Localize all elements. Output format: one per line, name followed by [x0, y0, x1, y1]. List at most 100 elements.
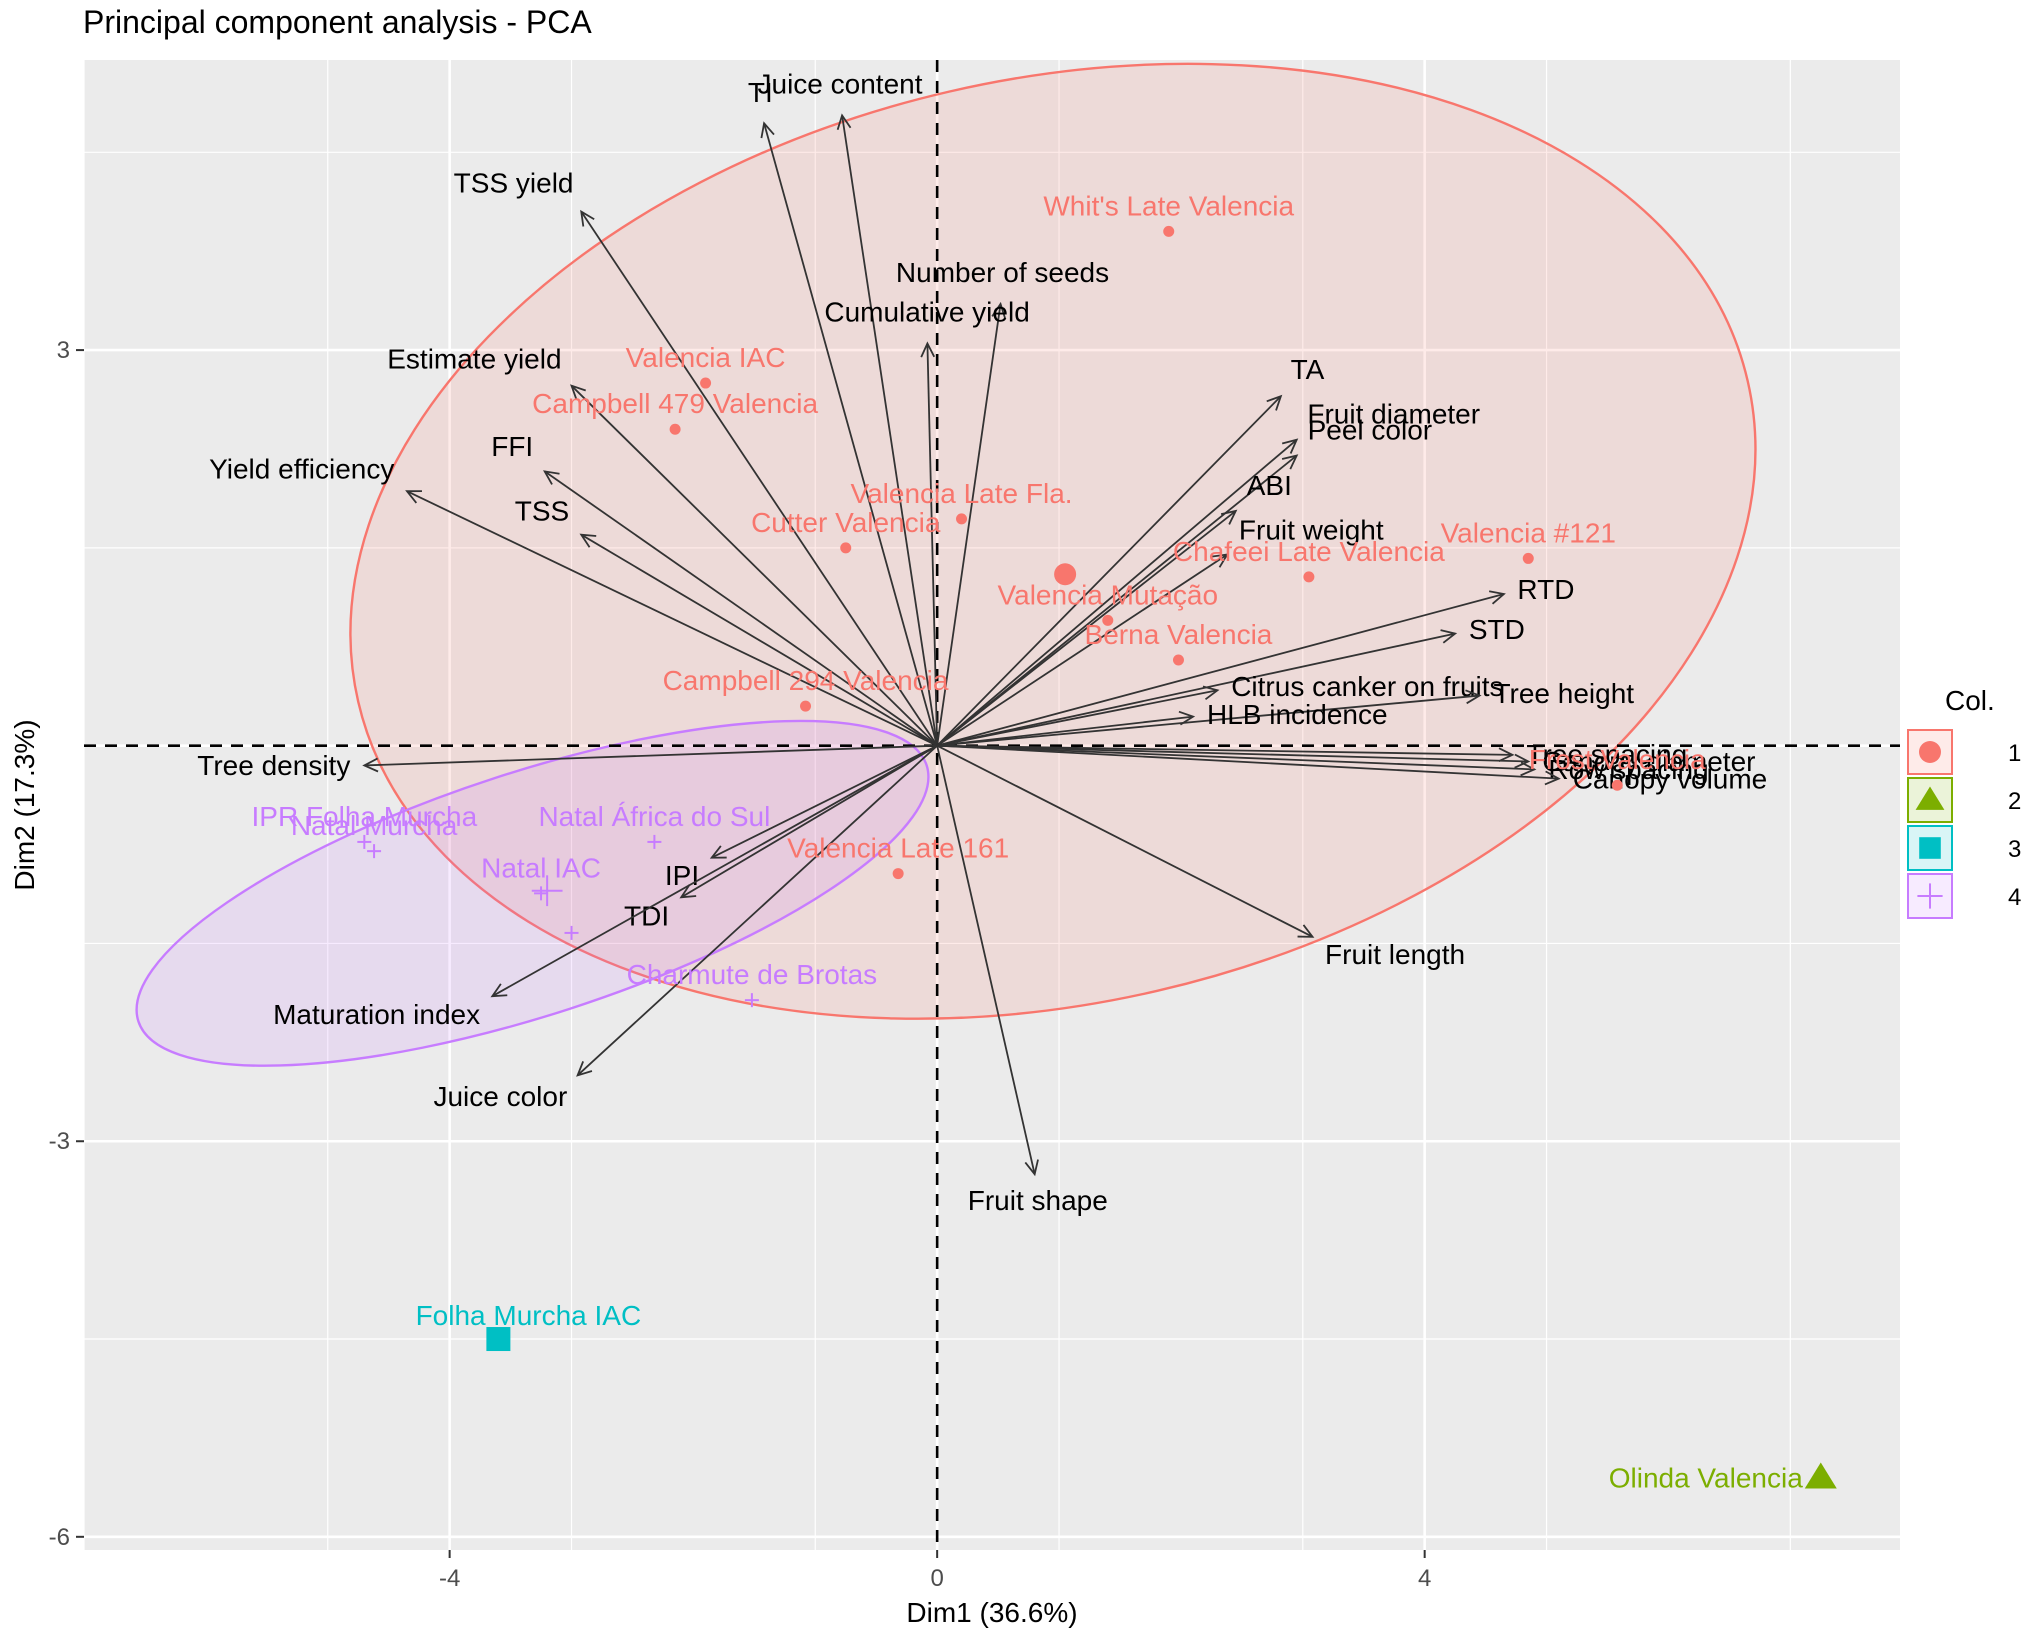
- arrow-shaft: [937, 744, 1513, 756]
- point-label: Valencia #121: [1441, 517, 1616, 548]
- arrow-peel-color: Peel color: [936, 415, 1432, 747]
- variable-label: Maturation index: [273, 999, 480, 1030]
- group-4-ellipse: [135, 719, 930, 1067]
- arrow-shaft: [936, 745, 1036, 1175]
- variable-label: Fruit weight: [1239, 515, 1384, 546]
- arrow-head: [1520, 761, 1537, 777]
- legend-symbol: [1915, 786, 1945, 810]
- point-label: Natal IAC: [481, 852, 601, 883]
- arrow-head: [576, 1061, 593, 1077]
- arrow-tree-spacing: Tree spacing: [937, 739, 1687, 770]
- arrow-juice-content: Juice content: [758, 69, 939, 746]
- arrow-shaft: [763, 123, 939, 746]
- arrow-head: [1024, 1159, 1039, 1177]
- variable-label: Juice color: [433, 1081, 567, 1112]
- variable-label: FFI: [491, 431, 533, 462]
- point-olinda-valencia: [1804, 1462, 1837, 1489]
- arrow-shaft: [937, 694, 1480, 747]
- arrow-canopy-diameter: Canopy diameter: [937, 744, 1755, 777]
- point-label: Valencia IAC: [626, 342, 786, 373]
- arrow-head: [1266, 394, 1283, 411]
- arrow-head: [1178, 710, 1196, 726]
- point-natal-murcha: [367, 844, 382, 859]
- arrow-fruit-diameter: Fruit diameter: [936, 398, 1480, 747]
- point-valencia-iac: [700, 377, 712, 389]
- legend-entry-1: 1: [1907, 729, 2021, 775]
- arrow-std: STD: [936, 614, 1525, 747]
- confidence-ellipses: [135, 62, 1757, 1067]
- point-label: Campbell 479 Valencia: [532, 388, 818, 419]
- arrow-juice-color: Juice color: [433, 745, 938, 1112]
- point-valencia-121: [1522, 552, 1534, 564]
- arrow-head: [760, 121, 775, 139]
- arrow-head: [1544, 770, 1561, 786]
- variable-label: Fruit shape: [968, 1185, 1108, 1216]
- arrow-head: [836, 113, 852, 130]
- arrow-shaft: [936, 395, 1282, 747]
- point-natal-iac: [534, 886, 549, 901]
- group-1-centroid: [1054, 563, 1077, 586]
- arrow-head: [543, 470, 560, 485]
- arrow-head: [1498, 747, 1515, 763]
- point-campbell-479-valencia: [669, 423, 681, 435]
- arrow-shaft: [711, 744, 938, 859]
- point-label: Charmute de Brotas: [627, 959, 878, 990]
- arrow-shaft: [580, 533, 938, 747]
- arrow-shaft: [936, 689, 1218, 747]
- x-tick-label: 0: [930, 1565, 943, 1592]
- point-label: IPR Folha Murcha: [252, 801, 478, 832]
- arrow-fruit-length: Fruit length: [936, 744, 1465, 970]
- variable-label: Canopy diameter: [1542, 746, 1755, 777]
- point-chafeei-late-valencia: [1303, 571, 1315, 583]
- arrow-head: [1281, 454, 1299, 470]
- arrow-tdi: TDI: [624, 744, 938, 931]
- legend-symbol: [1919, 741, 1941, 763]
- arrow-shaft: [937, 744, 1535, 771]
- arrow-head: [991, 301, 1006, 319]
- arrow-shaft: [544, 470, 938, 747]
- arrow-shaft: [580, 211, 938, 747]
- arrow-head: [1514, 753, 1531, 769]
- x-tick-label: -4: [439, 1565, 460, 1592]
- variable-label: TA: [1291, 354, 1325, 385]
- chart-title: Principal component analysis - PCA: [83, 4, 592, 40]
- variable-label: Tree density: [197, 750, 350, 781]
- point-label: Natal África do Sul: [538, 801, 770, 832]
- arrow-head: [679, 884, 697, 899]
- variable-label: Cumulative yield: [824, 297, 1029, 328]
- arrow-shaft: [936, 632, 1456, 747]
- y-tick-label: -3: [49, 1128, 70, 1155]
- variable-label: HLB incidence: [1207, 699, 1388, 730]
- point-unlabeled: [564, 925, 579, 940]
- arrow-cumulative-yield: Cumulative yield: [824, 297, 1030, 746]
- arrow-head: [1212, 553, 1229, 568]
- point-valencia-late-161: [892, 868, 904, 880]
- variable-label: Tree spacing: [1526, 739, 1687, 770]
- arrow-canopy-volume: Canopy volume: [937, 744, 1767, 794]
- variable-label: ABI: [1247, 470, 1292, 501]
- point-campbell-294-valencia: [800, 700, 812, 712]
- arrow-head: [405, 490, 422, 504]
- x-axis-label: Dim1 (36.6%): [906, 1597, 1077, 1628]
- arrow-head: [490, 983, 508, 998]
- arrow-shaft: [577, 745, 938, 1076]
- arrow-yield-efficiency: Yield efficiency: [209, 453, 938, 747]
- arrow-ipi: IPI: [665, 744, 938, 891]
- arrow-head: [570, 384, 587, 401]
- legend-entry-3: 3: [1907, 825, 2021, 871]
- point-folha-murcha-iac: [486, 1327, 511, 1352]
- arrow-head: [1488, 590, 1506, 605]
- arrow-shaft: [680, 744, 938, 899]
- arrow-shaft: [937, 744, 1529, 763]
- arrow-head: [362, 757, 379, 773]
- point-label: Frost Valencia: [1529, 744, 1706, 775]
- variable-label: TSS: [515, 496, 569, 527]
- axis-ticks: -4 0 4 -6 -3 3: [49, 337, 1432, 1592]
- point-frost-valencia: [1611, 779, 1623, 791]
- legend-label: 4: [2008, 884, 2021, 911]
- point-label: Chafeei Late Valencia: [1173, 536, 1445, 567]
- legend-entry-4: 4: [1907, 873, 2021, 919]
- arrow-shaft: [936, 303, 1002, 746]
